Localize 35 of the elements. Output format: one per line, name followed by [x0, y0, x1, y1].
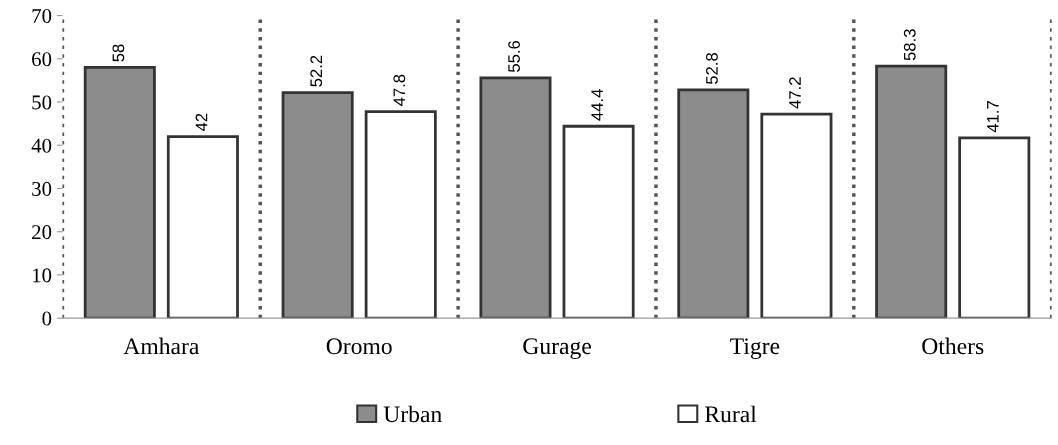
y-tick-label: 70 — [32, 8, 52, 24]
data-label: 41.7 — [987, 101, 999, 133]
legend-label: Urban — [383, 405, 442, 423]
data-label: 42 — [195, 113, 208, 132]
x-tick-label: Tigre — [730, 338, 780, 360]
data-label: 58.3 — [903, 29, 916, 61]
x-tick-label: Others — [922, 337, 984, 355]
legend-label: Rural — [705, 405, 757, 423]
x-tick-label: Gurage — [523, 338, 591, 360]
data-label: 55.6 — [508, 40, 520, 72]
data-label: 58 — [112, 44, 125, 62]
x-tick-label: Amhara — [123, 337, 200, 355]
y-tick-label: 0 — [42, 311, 52, 326]
y-tick-label: 60 — [32, 52, 52, 67]
data-label: 52.8 — [706, 53, 718, 85]
y-tick-label: 50 — [32, 95, 52, 110]
bar — [958, 136, 1031, 319]
bar — [562, 124, 635, 319]
data-label: 44.4 — [591, 89, 603, 121]
data-label: 52.2 — [310, 55, 323, 87]
bar — [760, 112, 833, 319]
y-tick-label: 10 — [33, 268, 52, 283]
data-label: 47.2 — [789, 77, 801, 109]
x-tick-label: Oromo — [326, 338, 392, 355]
y-tick-label: 40 — [31, 138, 52, 153]
bar — [166, 135, 239, 319]
bar — [479, 76, 552, 319]
bar — [875, 64, 948, 319]
bar — [364, 110, 437, 319]
data-label: 47.8 — [393, 74, 406, 106]
bar — [83, 66, 156, 319]
y-tick-label: 30 — [32, 181, 52, 196]
bar — [281, 91, 354, 319]
bar — [677, 88, 750, 319]
y-tick-label: 20 — [32, 225, 52, 240]
